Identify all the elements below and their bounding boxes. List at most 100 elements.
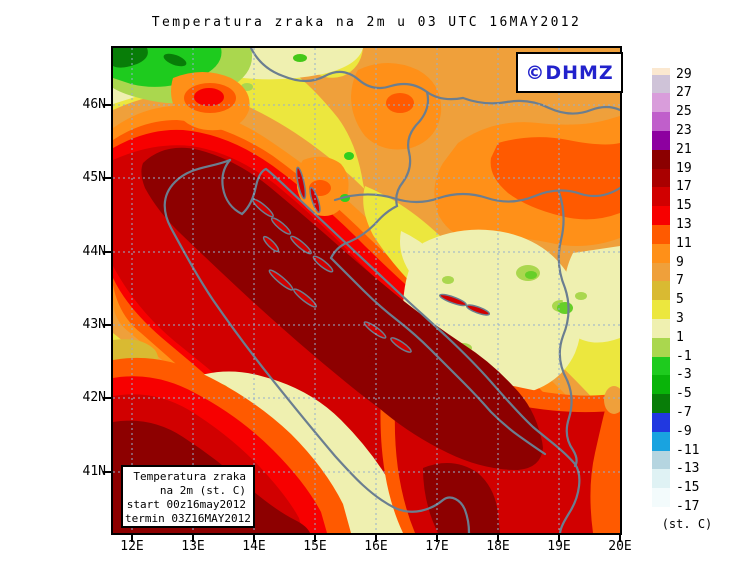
lat-tick-label: 43N <box>82 317 106 332</box>
colorbar-cell <box>652 318 670 339</box>
legend-line: start 00z16may2012 <box>126 498 246 511</box>
lon-tick-label: 19E <box>547 539 571 554</box>
graticule <box>113 48 620 533</box>
colorbar-cell <box>652 168 670 188</box>
colorbar-cell <box>652 130 670 151</box>
lat-tick-mark <box>103 397 111 399</box>
colorbar-tick-label: 1 <box>676 329 684 345</box>
colorbar-tick-label: 17 <box>676 179 692 195</box>
lat-tick-label: 41N <box>82 464 106 479</box>
dhmz-watermark-box: ©DHMZ <box>516 52 623 93</box>
lon-tick-label: 13E <box>181 539 205 554</box>
lon-tick-mark <box>375 535 377 542</box>
map-area <box>111 46 622 535</box>
colorbar-tick-label: -5 <box>676 386 692 402</box>
lon-tick-label: 18E <box>486 539 510 554</box>
colorbar-cell <box>652 356 670 376</box>
colorbar-cell <box>652 394 670 414</box>
dhmz-watermark-text: ©DHMZ <box>525 61 614 84</box>
colorbar-cell <box>652 112 670 132</box>
colorbar-tick-label: 27 <box>676 85 692 101</box>
colorbar-tick-label: 7 <box>676 273 684 289</box>
colorbar-tick-label: 21 <box>676 141 692 157</box>
lon-tick-mark <box>131 535 133 542</box>
colorbar-cell <box>652 506 670 514</box>
colorbar-tick-label: 19 <box>676 160 692 176</box>
colorbar-tick-label: 25 <box>676 104 692 120</box>
lon-tick-label: 15E <box>303 539 327 554</box>
croatian-coastline <box>221 158 581 533</box>
islands <box>252 166 491 353</box>
coastlines-borders <box>163 48 620 533</box>
italian-coastline <box>163 158 471 533</box>
colorbar-tick-label: 23 <box>676 122 692 138</box>
lon-tick-mark <box>436 535 438 542</box>
colorbar-tick-label: 15 <box>676 198 692 214</box>
hungary-border <box>461 96 620 115</box>
colorbar-cell <box>652 469 670 489</box>
bosnia-east-border <box>557 190 578 468</box>
sava-border <box>333 186 620 204</box>
colorbar-cell <box>652 375 670 395</box>
colorbar-cell <box>652 149 670 169</box>
colorbar-tick-label: -13 <box>676 461 700 477</box>
lon-tick-mark <box>314 535 316 542</box>
colorbar-cell <box>652 93 670 113</box>
colorbar-tick-label: -3 <box>676 367 692 383</box>
colorbar-cell <box>652 337 670 357</box>
colorbar-tick-label: -9 <box>676 423 692 439</box>
lon-tick-label: 14E <box>242 539 266 554</box>
lon-tick-mark <box>497 535 499 542</box>
colorbar-tick-label: 3 <box>676 310 684 326</box>
colorbar-cell <box>652 300 670 320</box>
lon-tick-label: 17E <box>425 539 449 554</box>
colorbar-cell <box>652 412 670 433</box>
colorbar-tick-label: 5 <box>676 292 684 308</box>
lon-tick-label: 20E <box>608 539 632 554</box>
bosnia-west-border <box>329 256 547 456</box>
lon-tick-label: 16E <box>364 539 388 554</box>
colorbar-cell <box>652 450 670 470</box>
zagorje-border <box>329 90 430 260</box>
colorbar-cell <box>652 488 670 508</box>
legend-line: Temperatura zraka <box>133 470 246 483</box>
legend-line: termin 03Z16MAY2012 <box>125 512 251 525</box>
lat-tick-mark <box>103 177 111 179</box>
colorbar-tick-label: 9 <box>676 254 684 270</box>
legend-box: Temperatura zraka na 2m (st. C) start 00z1… <box>121 465 255 528</box>
colorbar-cell <box>652 68 670 75</box>
colorbar-cell <box>652 262 670 282</box>
lat-tick-label: 44N <box>82 244 106 259</box>
temperature-field-svg <box>113 48 620 533</box>
lat-tick-mark <box>103 251 111 253</box>
sea-warm-core <box>141 147 543 533</box>
lat-tick-label: 42N <box>82 390 106 405</box>
colorbar-tick-label: -7 <box>676 404 692 420</box>
lat-tick-label: 46N <box>82 97 106 112</box>
colorbar-cell <box>652 431 670 451</box>
colorbar-tick-label: 29 <box>676 66 692 82</box>
colorbar-tick-label: -17 <box>676 498 700 514</box>
colorbar-tick-label: -1 <box>676 348 692 364</box>
lon-tick-mark <box>253 535 255 542</box>
colorbar-cell <box>652 243 670 263</box>
lon-tick-mark <box>558 535 560 542</box>
colorbar-cell <box>652 281 670 301</box>
colorbar-cell <box>652 206 670 226</box>
colorbar-cell <box>652 224 670 245</box>
colorbar-tick-label: -11 <box>676 442 700 458</box>
colorbar-cell <box>652 74 670 94</box>
colorbar-tick-label: -15 <box>676 480 700 496</box>
lon-tick-mark <box>192 535 194 542</box>
lat-tick-mark <box>103 324 111 326</box>
lon-tick-label: 12E <box>120 539 144 554</box>
lat-tick-mark <box>103 471 111 473</box>
legend-line: na 2m (st. C) <box>159 484 246 497</box>
colorbar-unit-label: (st. C) <box>661 517 713 531</box>
colorbar-cell <box>652 187 670 207</box>
colorbar-tick-label: 11 <box>676 235 692 251</box>
lat-tick-mark <box>103 104 111 106</box>
map-title: Temperatura zraka na 2m u 03 UTC 16MAY20… <box>151 15 582 30</box>
lon-tick-mark <box>619 535 621 542</box>
